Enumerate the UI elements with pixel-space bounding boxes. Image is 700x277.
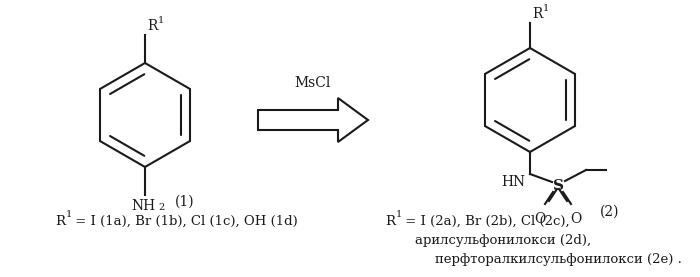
Text: NH: NH — [131, 199, 155, 213]
Text: = I (2a), Br (2b), Cl (2c),: = I (2a), Br (2b), Cl (2c), — [401, 215, 570, 228]
Text: = I (1a), Br (1b), Cl (1c), OH (1d): = I (1a), Br (1b), Cl (1c), OH (1d) — [71, 215, 297, 228]
Text: (1): (1) — [175, 195, 195, 209]
Polygon shape — [258, 98, 368, 142]
Text: (2): (2) — [600, 205, 620, 219]
Text: HN: HN — [501, 175, 525, 189]
Text: 1: 1 — [66, 210, 72, 219]
Text: R: R — [55, 215, 65, 228]
Text: R: R — [385, 215, 395, 228]
Text: R: R — [147, 19, 158, 33]
Text: перфторалкилсульфонилокси (2e) .: перфторалкилсульфонилокси (2e) . — [435, 253, 682, 266]
Text: S: S — [552, 179, 564, 193]
Text: 1: 1 — [543, 4, 550, 13]
Text: 1: 1 — [158, 16, 164, 25]
Text: O: O — [534, 212, 545, 226]
Text: MsCl: MsCl — [295, 76, 331, 90]
Text: O: O — [570, 212, 582, 226]
Text: 2: 2 — [158, 203, 164, 212]
Text: арилсульфонилокси (2d),: арилсульфонилокси (2d), — [415, 234, 591, 247]
Text: R: R — [532, 7, 542, 21]
Text: 1: 1 — [396, 210, 402, 219]
